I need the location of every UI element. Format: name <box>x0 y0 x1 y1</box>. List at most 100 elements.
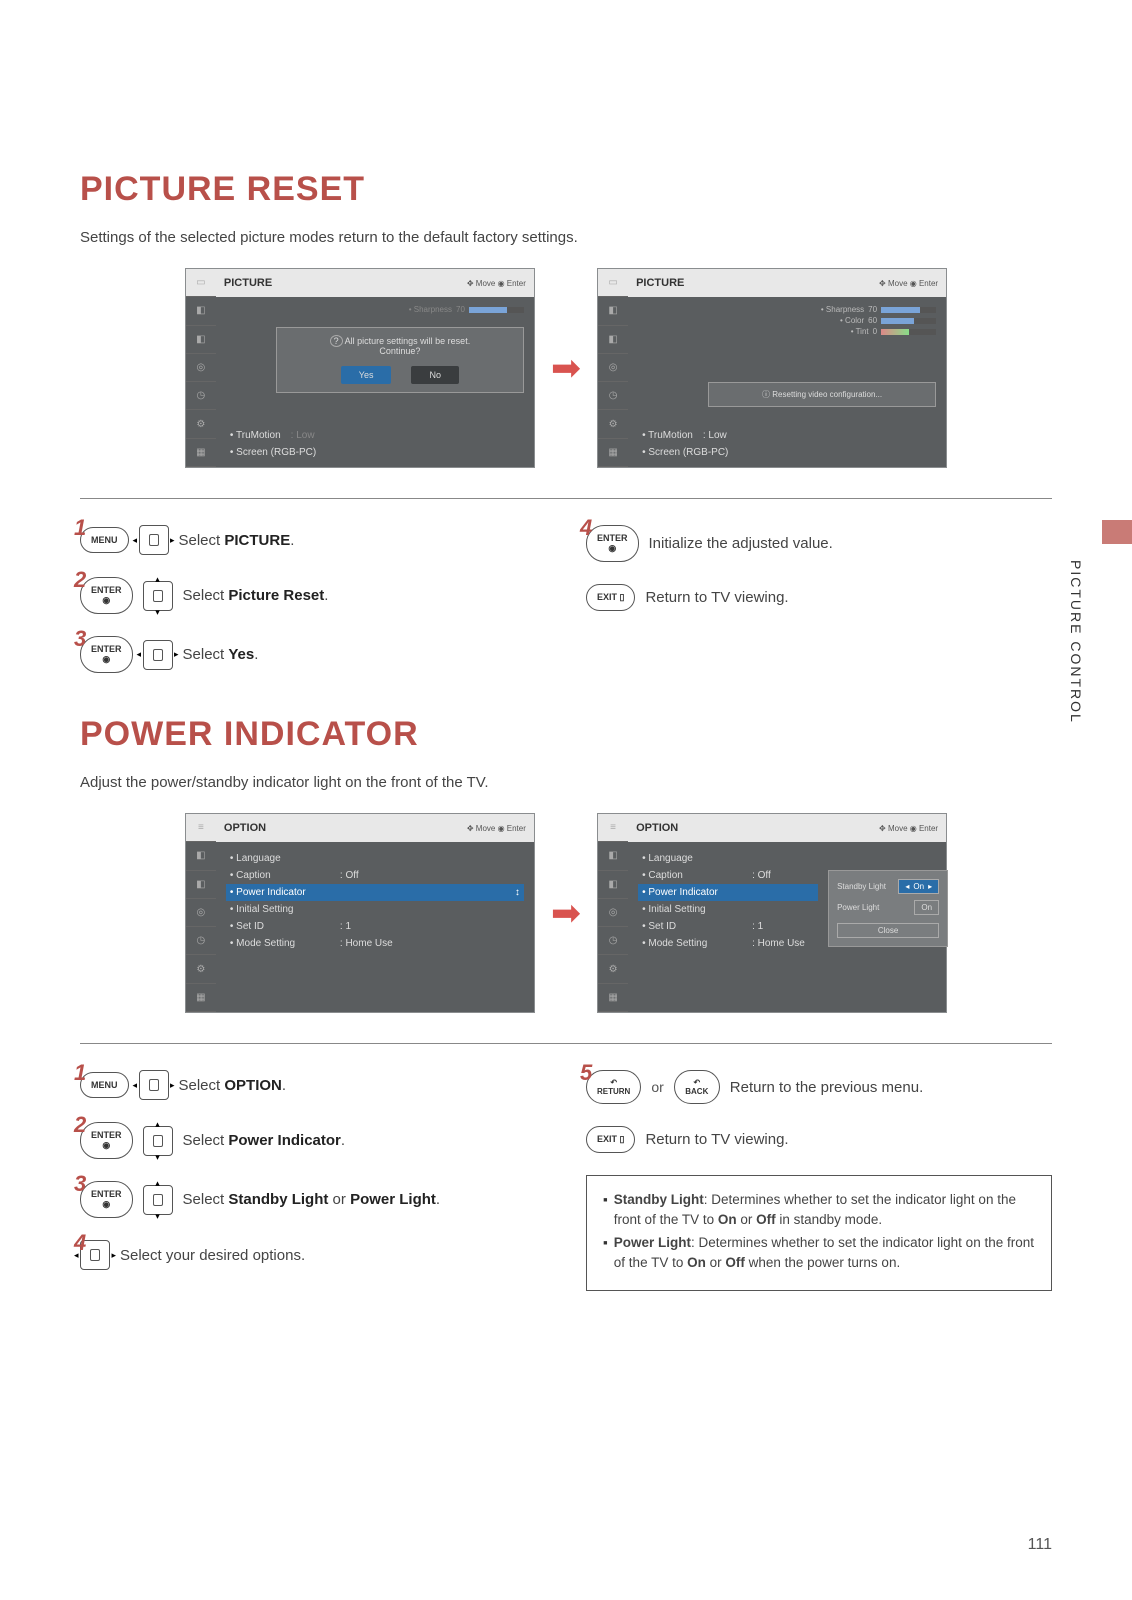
osd-item: • Mode Setting: Home Use <box>226 935 524 952</box>
power-on-button[interactable]: On <box>914 900 939 915</box>
yes-button[interactable]: Yes <box>341 366 392 384</box>
no-button[interactable]: No <box>411 366 459 384</box>
osd-picture-right: ▭ ◧ ◧ ◎ ◷ ⚙ ▦ PICTURE ✥ Move ◉ Enter • S… <box>597 268 947 468</box>
enter-button[interactable]: ENTER ◉ <box>80 1181 133 1218</box>
step-text: Select OPTION. <box>179 1077 287 1094</box>
osd-hint: ✥ Move ◉ Enter <box>467 824 526 833</box>
info-text: Resetting video configuration... <box>772 390 882 399</box>
power-indicator-title: POWER INDICATOR <box>80 715 1052 754</box>
osd-trumotion-val: : Low <box>703 430 727 441</box>
step-text: Select PICTURE. <box>179 532 295 549</box>
osd-item: • Language <box>638 850 818 867</box>
nav-ud-icon[interactable] <box>143 1185 173 1215</box>
osd-trumotion: • TruMotion <box>642 430 693 441</box>
resetting-info: ⓘ Resetting video configuration... <box>708 382 936 407</box>
osd-slider-row: • Tint0 <box>851 327 936 336</box>
osd-screen: • Screen (RGB-PC) <box>230 447 316 458</box>
nav-ud-icon[interactable] <box>143 581 173 611</box>
picture-reset-title: PICTURE RESET <box>80 170 1052 209</box>
osd-tab-icon: ◷ <box>598 382 628 410</box>
osd-title: OPTION <box>224 822 266 834</box>
osd-tab-icon: ⚙ <box>598 410 628 438</box>
osd-option-left: ≡ ◧ ◧ ◎ ◷ ⚙ ▦ OPTION ✥ Move ◉ Enter • La… <box>185 813 535 1013</box>
osd-tab-icon: ▦ <box>186 984 216 1012</box>
osd-slider-row: • Sharpness70 <box>821 305 936 314</box>
bullet-icon: ▪ <box>603 1233 608 1272</box>
info-box: ▪Standby Light: Determines whether to se… <box>586 1175 1052 1291</box>
osd-title: PICTURE <box>636 277 684 289</box>
enter-button[interactable]: ENTER ◉ <box>80 1122 133 1159</box>
osd-tab-icon: ▦ <box>598 439 628 467</box>
osd-tab-icon: ◧ <box>186 842 216 870</box>
osd-tab-icon: ◧ <box>186 326 216 354</box>
divider <box>80 498 1052 499</box>
osd-hint: ✥ Move ◉ Enter <box>879 824 938 833</box>
exit-button[interactable]: EXIT ▯ <box>586 584 635 611</box>
step-text: Select Picture Reset. <box>183 587 329 604</box>
close-button[interactable]: Close <box>837 923 939 938</box>
osd-sharpness-label: • Sharpness <box>409 305 452 314</box>
step-text: Select Standby Light or Power Light. <box>183 1191 441 1208</box>
enter-button[interactable]: ENTER ◉ <box>80 577 133 614</box>
step-text: Select your desired options. <box>120 1247 305 1264</box>
page-number: 111 <box>1028 1536 1052 1554</box>
step-text: Return to TV viewing. <box>645 1131 788 1148</box>
enter-button[interactable]: ENTER ◉ <box>586 525 639 562</box>
osd-tab-icon: ◷ <box>186 927 216 955</box>
exit-button[interactable]: EXIT ▯ <box>586 1126 635 1153</box>
nav-ud-icon[interactable] <box>143 1126 173 1156</box>
osd-tab-icon: ◧ <box>186 871 216 899</box>
osd-slider-row: • Color60 <box>840 316 936 325</box>
arrow-icon: ➡ <box>551 892 581 934</box>
side-label: PICTURE CONTROL <box>1068 560 1084 724</box>
osd-tab-icon: ▭ <box>598 269 628 297</box>
step-number: 2 <box>74 567 86 593</box>
step-number: 3 <box>74 1171 86 1197</box>
step-number: 4 <box>74 1230 86 1256</box>
nav-lr-icon[interactable] <box>139 1070 169 1100</box>
osd-tab-icon: ◎ <box>186 899 216 927</box>
power-light-label: Power Light <box>837 903 879 912</box>
enter-button[interactable]: ENTER ◉ <box>80 636 133 673</box>
step-text: Select Yes. <box>183 646 259 663</box>
power-steps: 1 MENU Select OPTION. 2 ENTER ◉ Select P… <box>80 1070 1052 1291</box>
osd-trumotion: • TruMotion <box>230 430 281 441</box>
return-button[interactable]: ↶ RETURN <box>586 1070 641 1104</box>
step-text: Select Power Indicator. <box>183 1132 346 1149</box>
osd-item: • Initial Setting <box>638 901 818 918</box>
nav-lr-icon[interactable] <box>143 640 173 670</box>
osd-screen: • Screen (RGB-PC) <box>642 447 728 458</box>
osd-item: • Language <box>226 850 524 867</box>
osd-tab-icon: ▦ <box>186 439 216 467</box>
dialog-text: All picture settings will be reset. Cont… <box>345 336 471 356</box>
osd-tab-icon: ≡ <box>186 814 216 842</box>
osd-tab-icon: ⚙ <box>186 410 216 438</box>
step-number: 1 <box>74 515 86 541</box>
osd-title: PICTURE <box>224 277 272 289</box>
osd-tab-icon: ◎ <box>186 354 216 382</box>
osd-trumotion-val: : Low <box>291 430 315 441</box>
osd-item: • Caption: Off <box>638 867 818 884</box>
menu-button[interactable]: MENU <box>80 527 129 553</box>
osd-picture-left: ▭ ◧ ◧ ◎ ◷ ⚙ ▦ PICTURE ✥ Move ◉ Enter • S… <box>185 268 535 468</box>
osd-item[interactable]: • Power Indicator <box>638 884 818 901</box>
power-indicator-intro: Adjust the power/standby indicator light… <box>80 772 1052 793</box>
standby-on-button[interactable]: ◂ On ▸ <box>898 879 939 894</box>
step-number: 3 <box>74 626 86 652</box>
picture-osd-row: ▭ ◧ ◧ ◎ ◷ ⚙ ▦ PICTURE ✥ Move ◉ Enter • S… <box>80 268 1052 468</box>
osd-tab-icon: ◎ <box>598 899 628 927</box>
step-number: 2 <box>74 1112 86 1138</box>
back-button[interactable]: ↶ BACK <box>674 1070 720 1104</box>
power-indicator-panel: Standby Light◂ On ▸ Power LightOn Close <box>828 870 948 947</box>
osd-tab-icon: ◧ <box>598 842 628 870</box>
osd-item[interactable]: • Power Indicator↕ <box>226 884 524 901</box>
nav-lr-icon[interactable] <box>139 525 169 555</box>
step-text: Return to TV viewing. <box>645 589 788 606</box>
osd-tab-icon: ◎ <box>598 354 628 382</box>
osd-tab-icon: ◧ <box>186 297 216 325</box>
menu-button[interactable]: MENU <box>80 1072 129 1098</box>
divider <box>80 1043 1052 1044</box>
osd-item: • Set ID: 1 <box>638 918 818 935</box>
arrow-icon: ➡ <box>551 347 581 389</box>
picture-steps: 1 MENU Select PICTURE. 2 ENTER ◉ Select … <box>80 525 1052 673</box>
